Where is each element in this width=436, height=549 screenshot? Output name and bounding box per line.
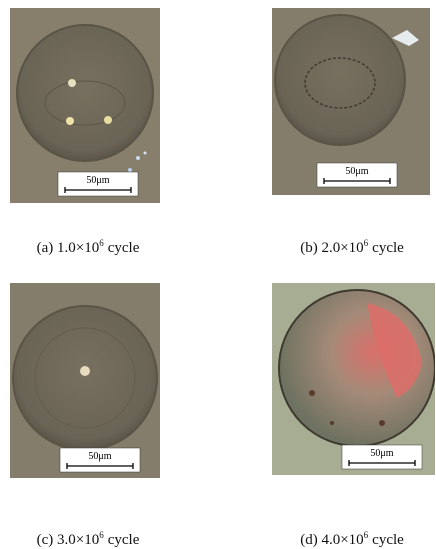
caption-exponent: 6 [99, 238, 104, 248]
caption: (a) 1.0×106 cycle [0, 238, 176, 257]
caption-label: (a) 1.0×10 [37, 240, 100, 256]
caption: (c) 3.0×106 cycle [0, 530, 176, 549]
caption-unit: cycle [108, 240, 140, 256]
caption-label: (c) 3.0×10 [37, 532, 100, 548]
caption-label: (d) 4.0×10 [300, 532, 363, 548]
caption-unit: cycle [108, 532, 140, 548]
caption-unit: cycle [372, 240, 404, 256]
scale-label: 50μm [370, 448, 393, 459]
scale-bar: 50μm [60, 448, 140, 472]
scale-label: 50μm [88, 451, 111, 462]
micrograph: 50μm [10, 283, 160, 478]
micrograph: 50μm [272, 8, 430, 195]
scale-bar: 50μm [317, 163, 397, 187]
scale-label: 50μm [345, 166, 368, 177]
caption-exponent: 6 [99, 530, 104, 540]
micrograph: 50μm [272, 283, 435, 475]
scale-bar: 50μm [58, 172, 138, 196]
micrograph: 50μm [10, 8, 160, 203]
figure: 50μm (a) 1.0×106cycle 50μm (b) 2.0×106cy… [0, 0, 436, 549]
scale-bar: 50μm [342, 445, 422, 469]
caption-label: (b) 2.0×10 [300, 240, 363, 256]
caption-exponent: 6 [364, 530, 369, 540]
scale-label: 50μm [86, 175, 109, 186]
caption-exponent: 6 [364, 238, 369, 248]
caption-unit: cycle [372, 532, 404, 548]
